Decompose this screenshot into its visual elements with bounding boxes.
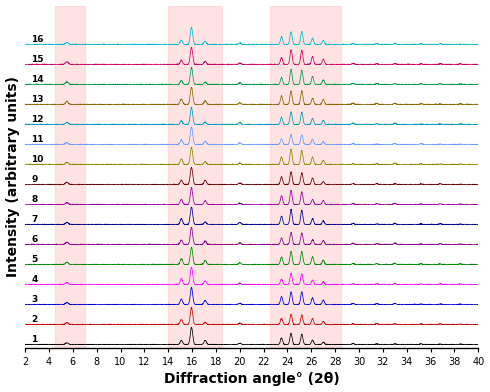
- Bar: [168, 5, 222, 348]
- Text: 7: 7: [31, 214, 37, 223]
- Text: 3: 3: [31, 295, 37, 304]
- Y-axis label: Intensity (arbitrary units): Intensity (arbitrary units): [5, 76, 20, 277]
- Text: 15: 15: [31, 54, 44, 64]
- Bar: [55, 5, 85, 348]
- Text: 6: 6: [31, 235, 37, 243]
- Text: 2: 2: [31, 315, 37, 324]
- Text: 9: 9: [31, 174, 37, 183]
- Text: 8: 8: [31, 194, 37, 203]
- Text: 12: 12: [31, 114, 44, 123]
- Text: 14: 14: [31, 74, 44, 83]
- X-axis label: Diffraction angle° (2θ): Diffraction angle° (2θ): [164, 372, 340, 387]
- Text: 4: 4: [31, 275, 37, 284]
- Text: 11: 11: [31, 134, 44, 143]
- Text: 13: 13: [31, 94, 44, 103]
- Text: 1: 1: [31, 335, 37, 344]
- Text: 16: 16: [31, 34, 44, 44]
- Bar: [270, 5, 341, 348]
- Text: 5: 5: [31, 255, 37, 263]
- Text: 10: 10: [31, 154, 44, 163]
